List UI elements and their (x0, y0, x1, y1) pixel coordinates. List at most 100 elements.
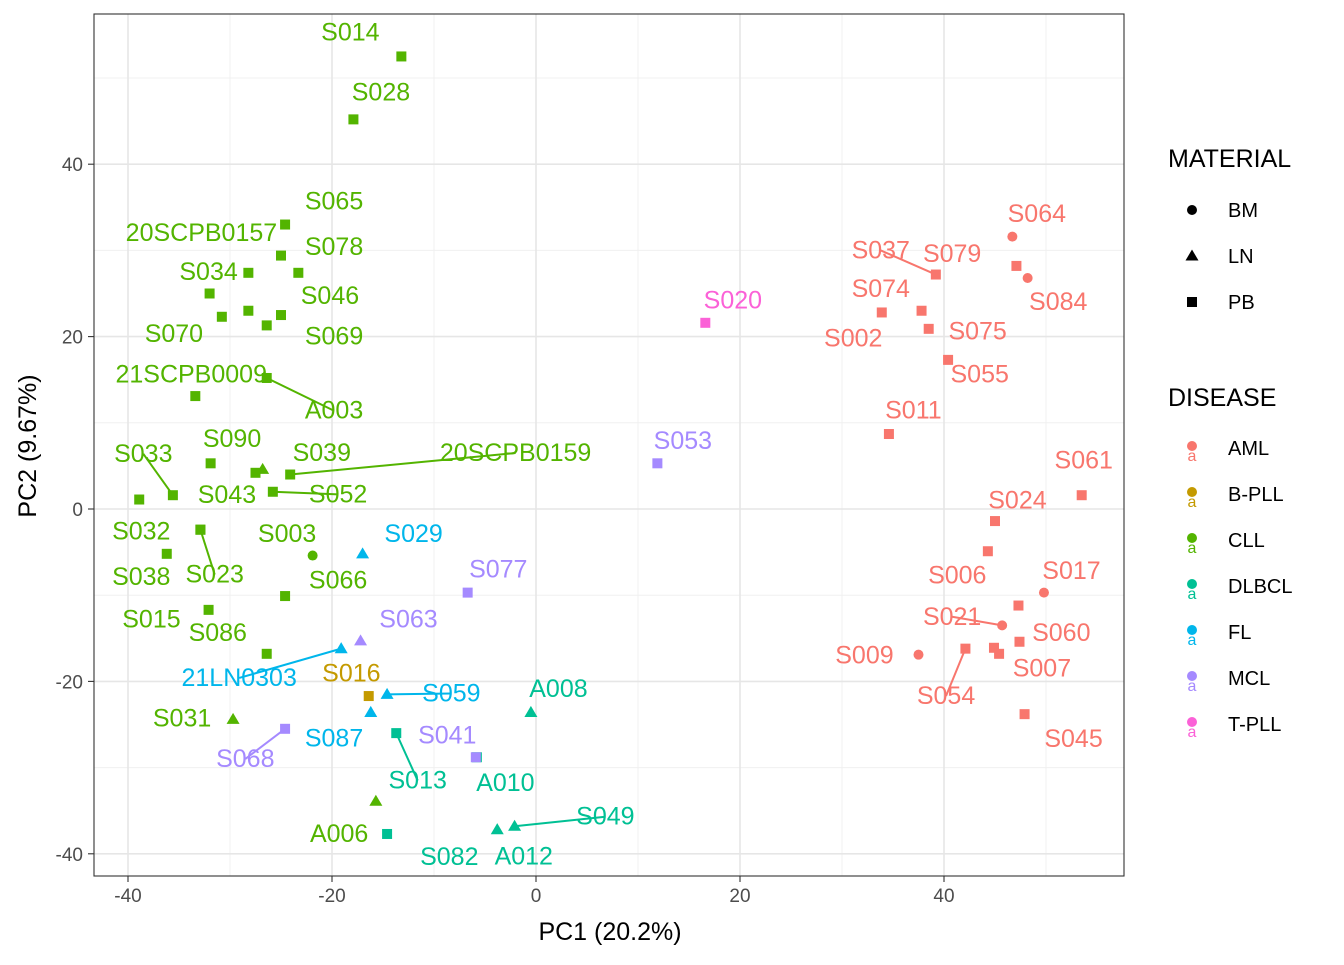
point-label-s039: S039 (293, 439, 351, 467)
data-point-s053 (652, 458, 663, 469)
point-label-s090: S090 (203, 425, 261, 453)
point-label-s024: S024 (988, 486, 1046, 514)
data-point-s082 (382, 828, 393, 839)
data-point-s014 (396, 51, 407, 62)
legend-label-bm: BM (1228, 200, 1258, 222)
data-point-s046 (204, 288, 215, 299)
point-label-s016: S016 (322, 660, 380, 688)
data-point-s066 (280, 591, 291, 602)
point-label-s006: S006 (928, 561, 986, 589)
point-label-a008: A008 (529, 675, 587, 703)
point-label-s069: S069 (305, 323, 363, 351)
legend-disease: DISEASE a AML a B-PLL a CLL a DLBCL a FL a MCL a T-PL… (1168, 384, 1292, 741)
legend-key-fl (1187, 625, 1197, 635)
legend-key-cll (1187, 533, 1197, 543)
point-label-s023: S023 (186, 561, 244, 589)
legend-key-aml (1187, 441, 1197, 451)
point-label-a006: A006 (310, 820, 368, 848)
data-point-s007 (1014, 636, 1025, 647)
leader-line (951, 615, 1003, 627)
point-label-s061: S061 (1055, 447, 1113, 475)
data-point-s016 (363, 691, 374, 702)
x-tick-label: -20 (318, 886, 345, 907)
point-label-s064: S064 (1008, 200, 1066, 228)
point-label-a012: A012 (495, 842, 553, 870)
data-point-s029 (356, 547, 370, 559)
leader-line (514, 815, 606, 828)
point-label-s020: S020 (704, 286, 762, 314)
legend-label-b-pll: B-PLL (1228, 484, 1284, 506)
data-point-s023 (195, 524, 206, 535)
point-label-s013: S013 (388, 767, 446, 795)
point-label-a010: A010 (476, 769, 534, 797)
data-point-21ln0303 (334, 642, 348, 654)
legend-key-glyph: a (1188, 448, 1197, 465)
data-point-s049 (508, 819, 522, 831)
data-point-s054 (960, 643, 971, 654)
y-tick-label: 40 (62, 155, 83, 176)
data-point-s084 (1022, 272, 1033, 283)
y-tick-label: -40 (56, 845, 83, 866)
data-point-s052 (267, 486, 278, 497)
data-point-s034 (243, 267, 254, 278)
leader-line (266, 377, 335, 412)
leader-line (199, 529, 216, 575)
data-point-s074 (916, 305, 927, 316)
leader-line (244, 728, 286, 760)
point-label-s011: S011 (885, 397, 942, 425)
point-label-s082: S082 (420, 843, 478, 871)
point-label-s054: S054 (917, 682, 975, 710)
data-point-s007c (994, 648, 1005, 659)
data-point-s038 (161, 548, 172, 559)
data-point-s002 (876, 307, 887, 318)
point-label-s007: S007 (1013, 654, 1071, 682)
data-point-s078 (293, 267, 304, 278)
data-points (134, 51, 1087, 839)
point-label-s078: S078 (305, 233, 363, 261)
point-label-s086: S086 (189, 619, 247, 647)
y-axis: -40 -20 0 20 40 (56, 155, 94, 866)
legend-key-mcl (1187, 671, 1197, 681)
data-point-s064 (1007, 231, 1018, 242)
legend-key-t-pll (1187, 717, 1197, 727)
point-label-s065: S065 (305, 187, 363, 215)
data-point-a008 (524, 705, 538, 717)
point-label-s041: S041 (418, 722, 476, 750)
legend-disease-title: DISEASE (1168, 384, 1276, 412)
point-label-s055: S055 (951, 361, 1009, 389)
data-point-s011 (883, 429, 894, 440)
point-label-s032: S032 (112, 517, 170, 545)
point-label-s053: S053 (654, 427, 712, 455)
data-point-s037 (930, 269, 941, 280)
legend-key-glyph: a (1188, 724, 1197, 741)
point-label-s066: S066 (309, 567, 367, 595)
data-point-a003 (261, 372, 272, 383)
legend-label-t-pll: T-PLL (1228, 714, 1281, 736)
legend-label-pb: PB (1228, 292, 1255, 314)
point-label-s063: S063 (379, 605, 437, 633)
legend-key-glyph: a (1188, 494, 1197, 511)
legend-label-mcl: MCL (1228, 668, 1270, 690)
point-label-s034: S034 (179, 258, 237, 286)
data-point-s013 (391, 728, 402, 739)
data-point-s055 (943, 354, 954, 365)
x-tick-label: 0 (531, 886, 542, 907)
legend-key-glyph: a (1188, 540, 1197, 557)
data-point-s068 (280, 723, 291, 734)
point-label-s038: S038 (112, 563, 170, 591)
legend-key-dlbcl (1187, 579, 1197, 589)
leader-line (880, 249, 937, 276)
point-label-20scpb0157: 20SCPB0157 (126, 219, 278, 247)
legend-label-cll: CLL (1228, 530, 1265, 552)
panel-border (93, 13, 1125, 877)
point-label-s031: S031 (153, 704, 211, 732)
x-tick-label: -40 (114, 886, 141, 907)
leader-line (238, 647, 342, 679)
point-label-s070: S070 (145, 320, 203, 348)
point-label-21ln0303: 21LN0303 (181, 664, 296, 692)
data-point-20scpb0157 (276, 250, 286, 261)
point-label-s087: S087 (305, 724, 363, 752)
data-point-s021 (997, 620, 1008, 631)
data-point-s079 (1011, 260, 1022, 271)
